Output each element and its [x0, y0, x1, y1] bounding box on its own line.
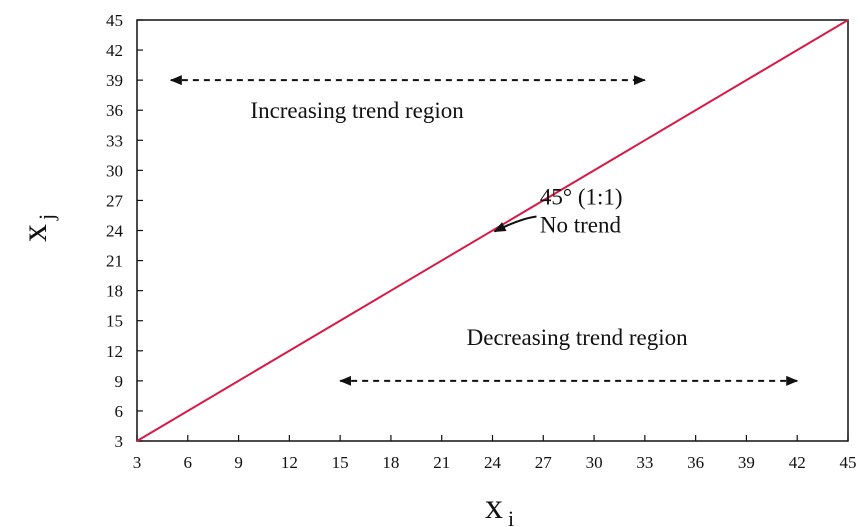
x-tick-label: 33 — [636, 453, 653, 472]
x-tick-label: 3 — [133, 453, 142, 472]
y-tick-label: 30 — [106, 161, 123, 180]
x-tick-label: 21 — [433, 453, 450, 472]
y-tick-label: 39 — [106, 71, 123, 90]
y-tick-label: 27 — [106, 191, 124, 210]
y-tick-label: 18 — [106, 282, 123, 301]
x-tick-label: 6 — [184, 453, 193, 472]
y-axis-title-main: x — [14, 224, 54, 242]
y-tick-label: 3 — [115, 432, 124, 451]
y-tick-label: 12 — [106, 342, 123, 361]
x-tick-label: 18 — [382, 453, 399, 472]
decreasing-region-label: Decreasing trend region — [467, 325, 688, 350]
x-tick-label: 42 — [789, 453, 806, 472]
x-axis: 3 6 9 12 15 18 21 24 27 30 33 36 39 42 45 — [133, 435, 857, 472]
y-tick-label: 9 — [115, 372, 124, 391]
x-tick-label: 15 — [332, 453, 349, 472]
y-tick-label: 6 — [115, 402, 124, 421]
x-tick-label: 36 — [687, 453, 704, 472]
x-axis-title: x i — [485, 486, 514, 527]
x-axis-title-main: x — [485, 486, 503, 526]
increasing-region-label: Increasing trend region — [250, 98, 464, 123]
y-tick-label: 21 — [106, 252, 123, 271]
y-axis-title: x j — [14, 214, 59, 242]
y-tick-label: 36 — [106, 101, 123, 120]
x-tick-label: 27 — [535, 453, 553, 472]
y-tick-label: 33 — [106, 131, 123, 150]
y-tick-label: 45 — [106, 11, 123, 30]
x-tick-label: 30 — [586, 453, 603, 472]
x-tick-label: 12 — [281, 453, 298, 472]
line-label-no-trend: No trend — [540, 213, 622, 238]
y-axis-title-subscript: j — [34, 214, 59, 221]
y-tick-label: 24 — [106, 222, 124, 241]
x-tick-label: 39 — [738, 453, 755, 472]
y-tick-label: 42 — [106, 41, 123, 60]
x-tick-label: 45 — [840, 453, 857, 472]
one-to-one-line — [136, 19, 849, 442]
x-tick-label: 24 — [484, 453, 502, 472]
x-axis-title-subscript: i — [508, 506, 514, 527]
y-tick-label: 15 — [106, 312, 123, 331]
line-label-45-degree: 45° (1:1) — [540, 184, 623, 209]
line-pointer-arrow — [493, 215, 537, 233]
x-tick-label: 9 — [234, 453, 243, 472]
